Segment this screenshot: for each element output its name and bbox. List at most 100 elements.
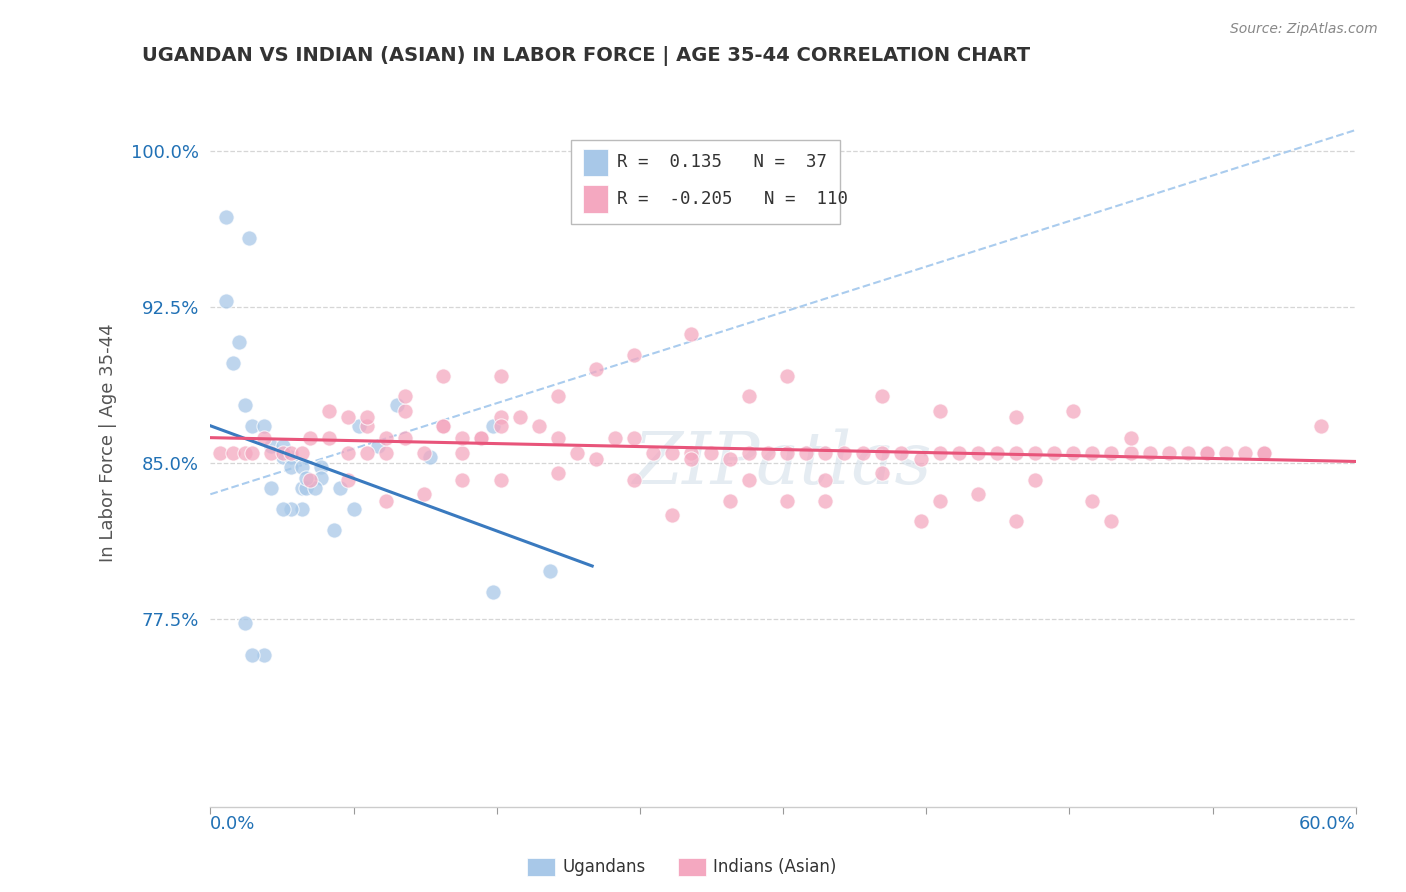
Point	[986, 445, 1008, 459]
Point	[271, 501, 294, 516]
Point	[794, 445, 817, 459]
Point	[1024, 445, 1046, 459]
Point	[336, 410, 359, 425]
Point	[309, 460, 332, 475]
Point	[776, 445, 799, 459]
Point	[681, 445, 703, 459]
Point	[547, 389, 569, 403]
Point	[1139, 445, 1161, 459]
Point	[318, 431, 340, 445]
Point	[585, 362, 607, 376]
Point	[603, 431, 626, 445]
Point	[387, 398, 409, 412]
Point	[832, 445, 855, 459]
Point	[336, 473, 359, 487]
Point	[1119, 431, 1142, 445]
Point	[336, 445, 359, 459]
Point	[309, 470, 332, 484]
Point	[394, 389, 416, 403]
Point	[1043, 445, 1066, 459]
Point	[349, 418, 371, 433]
Point	[298, 431, 321, 445]
Point	[738, 389, 761, 403]
Point	[260, 439, 283, 453]
Point	[432, 418, 454, 433]
Point	[291, 460, 314, 475]
Point	[489, 473, 512, 487]
Point	[432, 418, 454, 433]
Point	[872, 389, 894, 403]
Point	[547, 431, 569, 445]
Point	[1234, 445, 1257, 459]
Point	[253, 648, 276, 662]
Point	[240, 418, 263, 433]
Point	[482, 585, 505, 599]
Point	[1101, 445, 1123, 459]
Point	[356, 418, 378, 433]
Point	[394, 404, 416, 418]
Point	[928, 493, 950, 508]
Point	[298, 473, 321, 487]
Point	[222, 445, 245, 459]
Point	[375, 445, 398, 459]
Point	[623, 348, 645, 362]
Point	[1195, 445, 1218, 459]
Text: Ugandans: Ugandans	[562, 858, 645, 876]
Point	[451, 445, 474, 459]
Point	[295, 470, 318, 484]
Point	[253, 431, 276, 445]
Point	[271, 445, 294, 459]
Point	[214, 293, 236, 308]
Point	[547, 467, 569, 481]
Point	[489, 410, 512, 425]
Point	[419, 450, 441, 464]
FancyBboxPatch shape	[571, 140, 841, 224]
Point	[910, 514, 932, 528]
Point	[718, 493, 741, 508]
Point	[260, 481, 283, 495]
Point	[681, 451, 703, 466]
Point	[375, 431, 398, 445]
Point	[1081, 493, 1104, 508]
Point	[1005, 410, 1028, 425]
Point	[928, 445, 950, 459]
Point	[228, 335, 250, 350]
Point	[776, 493, 799, 508]
Point	[852, 445, 875, 459]
Text: Source: ZipAtlas.com: Source: ZipAtlas.com	[1230, 22, 1378, 37]
Point	[814, 473, 837, 487]
Point	[1253, 445, 1275, 459]
Point	[1062, 404, 1084, 418]
Point	[295, 481, 318, 495]
Point	[451, 473, 474, 487]
Point	[260, 445, 283, 459]
Point	[738, 473, 761, 487]
Point	[681, 326, 703, 341]
Text: ZIPatlas: ZIPatlas	[633, 429, 934, 500]
Point	[1310, 418, 1333, 433]
Point	[1101, 514, 1123, 528]
Point	[240, 648, 263, 662]
Point	[489, 418, 512, 433]
Point	[342, 501, 364, 516]
Point	[253, 418, 276, 433]
Point	[208, 445, 231, 459]
Point	[1119, 445, 1142, 459]
Point	[233, 445, 256, 459]
Point	[413, 487, 436, 501]
Point	[367, 439, 389, 453]
Point	[1195, 445, 1218, 459]
Point	[240, 445, 263, 459]
Point	[565, 445, 588, 459]
Point	[699, 445, 721, 459]
Point	[413, 445, 436, 459]
Point	[738, 445, 761, 459]
Point	[643, 445, 665, 459]
Point	[280, 445, 302, 459]
Point	[318, 404, 340, 418]
Point	[280, 501, 302, 516]
Point	[482, 418, 505, 433]
Point	[291, 445, 314, 459]
Point	[948, 445, 970, 459]
Point	[756, 445, 779, 459]
